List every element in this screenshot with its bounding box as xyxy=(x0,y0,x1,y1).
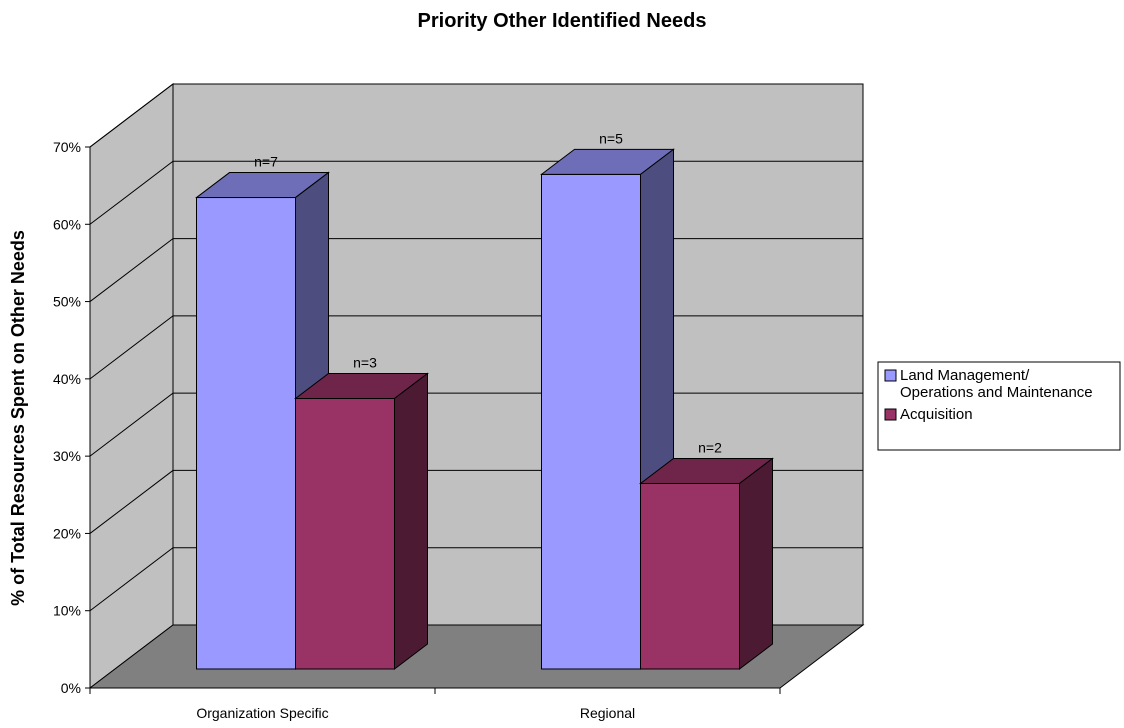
data-label: n=2 xyxy=(698,440,722,456)
legend-label: Acquisition xyxy=(900,406,973,423)
data-label: n=5 xyxy=(599,130,623,146)
y-tick-label: 0% xyxy=(61,680,81,696)
x-tick-label: Regional xyxy=(580,705,635,721)
legend-box xyxy=(877,361,1121,451)
plot-area: 0% 10% 20% 30% 40% 50% 60% 70% Organization Spec… xyxy=(53,82,865,721)
legend-label: Operations and Maintenance xyxy=(900,384,1093,401)
y-tick-label: 50% xyxy=(53,294,81,310)
legend: Land Management/Operations and Maintenan… xyxy=(877,361,1121,451)
bar xyxy=(294,372,429,671)
bar xyxy=(639,457,774,671)
y-tick-label: 60% xyxy=(53,216,81,232)
bar-front xyxy=(295,398,395,670)
x-tick-label: Organization Specific xyxy=(196,705,328,721)
legend-label: Land Management/ xyxy=(900,367,1030,384)
bar-front xyxy=(541,173,641,670)
y-tick-label: 20% xyxy=(53,525,81,541)
y-tick-label: 40% xyxy=(53,371,81,387)
legend-swatch xyxy=(884,369,897,382)
y-tick-label: 70% xyxy=(53,139,81,155)
bar-front xyxy=(196,197,296,670)
y-axis-label: % of Total Resources Spent on Other Need… xyxy=(8,230,28,606)
bar-side xyxy=(394,372,428,671)
bar-front xyxy=(640,483,740,670)
side-wall xyxy=(89,82,174,690)
data-label: n=3 xyxy=(353,355,377,371)
gridline xyxy=(89,83,863,148)
chart-title: Priority Other Identified Needs xyxy=(418,10,707,32)
y-tick-label: 10% xyxy=(53,603,81,619)
data-label: n=7 xyxy=(254,154,278,170)
legend-swatch xyxy=(884,408,897,421)
bar-side xyxy=(739,457,773,671)
y-tick-label: 30% xyxy=(53,448,81,464)
